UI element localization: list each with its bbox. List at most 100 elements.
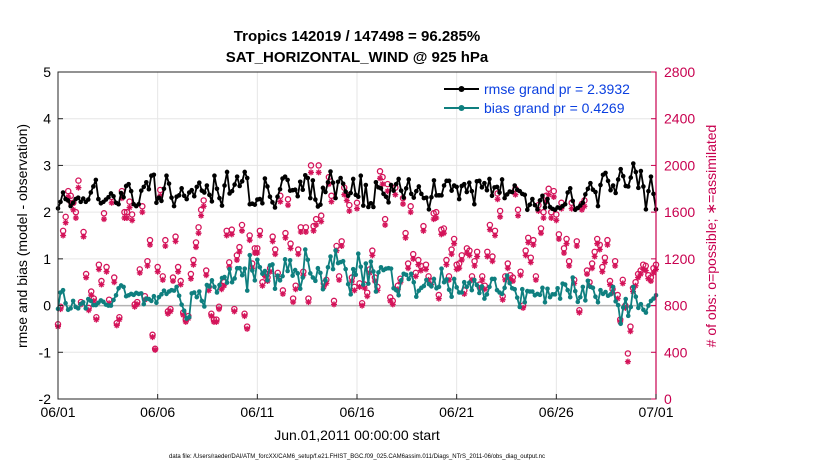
rmse-point	[388, 182, 394, 188]
bias-point	[590, 285, 596, 291]
rmse-point	[333, 195, 338, 201]
obs-assimilated-point	[645, 275, 652, 282]
bias-point	[502, 285, 507, 291]
obs-assimilated-point	[221, 282, 228, 289]
obs-assimilated-point	[57, 306, 64, 313]
bias-point	[212, 284, 217, 290]
obs-assimilated-point	[568, 205, 575, 212]
obs-assimilated-point	[83, 274, 90, 281]
obs-assimilated-point	[443, 261, 450, 268]
rmse-point	[424, 195, 429, 200]
bias-point	[413, 294, 419, 299]
rmse-point	[540, 193, 545, 199]
rmse-point	[358, 173, 364, 179]
obs-assimilated-point	[106, 300, 113, 307]
obs-assimilated-point	[377, 175, 383, 182]
obs-assimilated-point	[315, 169, 322, 176]
obs-assimilated-point	[545, 191, 552, 198]
obs-assimilated-point	[650, 269, 657, 276]
rmse-point	[401, 195, 406, 200]
bias-point	[466, 280, 472, 285]
rmse-point	[68, 203, 73, 209]
x-tick-label: 06/21	[439, 404, 474, 420]
obs-assimilated-point	[338, 243, 345, 250]
rmse-point	[161, 186, 167, 192]
obs-possible-point	[197, 206, 205, 214]
rmse-point	[325, 179, 331, 185]
bias-point	[83, 306, 89, 311]
obs-assimilated-point	[60, 232, 67, 239]
obs-assimilated-point	[400, 200, 406, 207]
obs-assimilated-point	[267, 268, 274, 275]
rmse-point	[207, 192, 212, 198]
rmse-point	[403, 186, 409, 191]
bias-point	[151, 293, 157, 299]
rmse-point	[85, 197, 91, 202]
bias-point	[646, 303, 651, 308]
rmse-point	[111, 193, 116, 199]
obs-possible-point	[75, 177, 82, 184]
rmse-point	[330, 180, 336, 186]
rmse-point	[419, 191, 424, 197]
bias-point	[297, 286, 303, 292]
obs-assimilated-point	[486, 226, 493, 233]
y2-tick-label: 800	[664, 298, 688, 314]
obs-assimilated-point	[302, 228, 309, 235]
y-axis-ticks: -2 -1 0 1 2 3 4 5	[39, 64, 63, 407]
obs-assimilated-point	[614, 295, 621, 302]
legend-bias-label: bias grand pr = 0.4269	[484, 100, 625, 116]
rmse-point	[151, 172, 157, 178]
bias-point	[247, 252, 253, 258]
rmse-point	[562, 201, 568, 207]
obs-assimilated-point	[305, 299, 312, 306]
bias-point	[464, 284, 470, 290]
bias-point	[159, 292, 164, 297]
rmse-point	[118, 190, 124, 196]
legend-bias-marker	[458, 105, 465, 111]
bias-point	[176, 293, 182, 299]
bias-point	[482, 296, 487, 301]
bias-point	[355, 251, 361, 257]
rmse-point	[217, 195, 222, 201]
rmse-point	[620, 173, 626, 179]
obs-possible-point	[62, 213, 69, 221]
rmse-point	[209, 199, 215, 204]
obs-possible-point	[407, 203, 414, 210]
rmse-point	[378, 186, 384, 191]
obs-assimilated-point	[451, 240, 458, 247]
bias-point	[315, 265, 321, 271]
obs-assimilated-point	[566, 262, 573, 269]
rmse-point	[224, 169, 230, 175]
bias-point	[431, 276, 437, 282]
rmse-point	[80, 196, 86, 201]
rmse-point	[479, 185, 485, 190]
rmse-point	[166, 181, 172, 186]
bias-point	[408, 271, 414, 277]
rmse-point	[237, 183, 242, 189]
obs-assimilated-point	[144, 262, 151, 269]
obs-assimilated-point	[292, 286, 299, 293]
obs-assimilated-point	[239, 227, 245, 234]
rmse-point	[537, 198, 543, 203]
obs-assimilated-point	[236, 248, 243, 255]
rmse-point	[466, 180, 472, 186]
obs-assimilated-point	[336, 276, 343, 283]
obs-assimilated-point	[520, 304, 527, 311]
obs-assimilated-point	[423, 266, 429, 273]
rmse-point	[229, 188, 235, 194]
chart-title: Tropics 142019 / 147498 = 96.285%	[234, 28, 480, 45]
bias-point	[366, 281, 371, 286]
rmse-point	[618, 166, 623, 172]
obs-assimilated-point	[290, 299, 297, 306]
rmse-point	[638, 168, 644, 174]
obs-assimilated-point	[95, 266, 102, 273]
x-tick-label: 07/01	[638, 404, 673, 420]
obs-assimilated-point	[310, 227, 317, 234]
rmse-point	[234, 174, 240, 179]
obs-assimilated-point	[578, 206, 585, 213]
bias-point	[217, 282, 222, 288]
obs-assimilated-point	[190, 261, 197, 268]
obs-assimilated-point	[216, 306, 222, 313]
y-tick-label: 2	[43, 204, 51, 220]
obs-possible-point	[550, 187, 558, 195]
